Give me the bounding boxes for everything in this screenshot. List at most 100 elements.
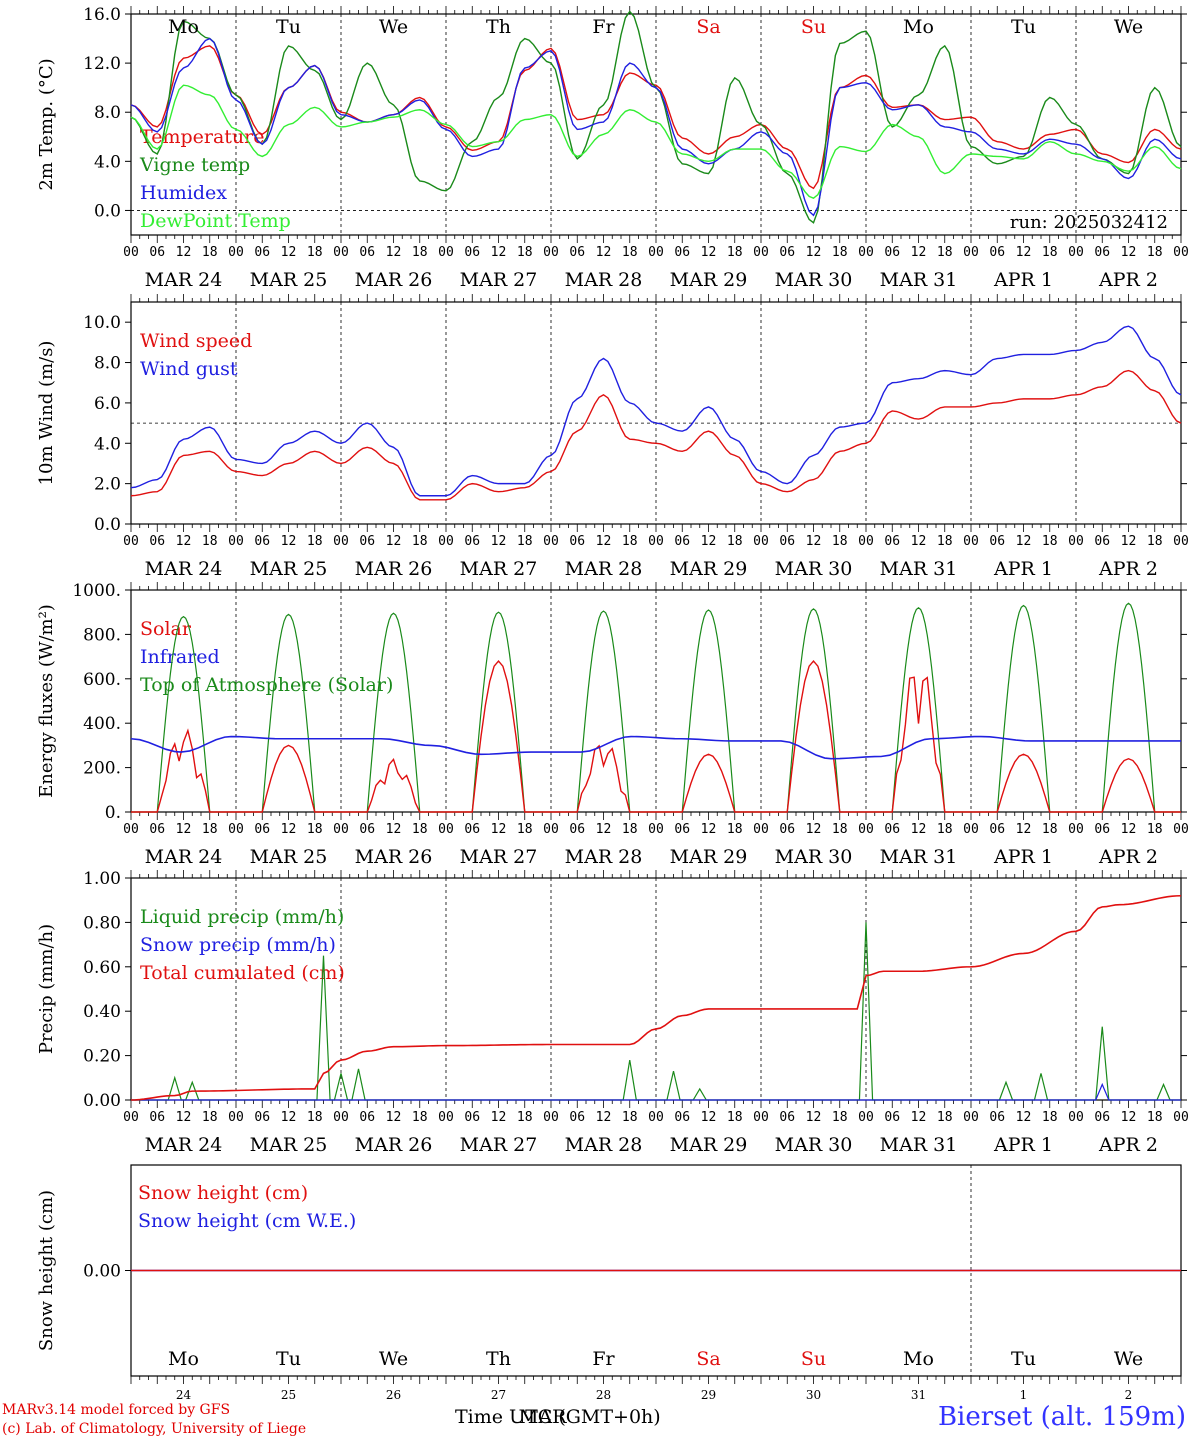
hour-tick-label: 18 (517, 245, 533, 260)
hour-tick-label: 00 (1173, 534, 1189, 549)
weekday-label: Mo (168, 1348, 199, 1370)
hour-tick-label: 18 (937, 822, 953, 837)
hour-tick-label: 06 (1094, 822, 1110, 837)
day-label: MAR 29 (670, 1134, 748, 1156)
hour-tick-label: 12 (701, 822, 717, 837)
hour-tick-label: 18 (1147, 1110, 1163, 1125)
day-label: MAR 26 (355, 1134, 433, 1156)
hour-tick-label: 06 (884, 534, 900, 549)
hour-tick-label: 00 (228, 534, 244, 549)
hour-tick-label: 18 (622, 822, 638, 837)
day-label: MAR 26 (355, 846, 433, 868)
hour-tick-label: 00 (753, 822, 769, 837)
series-line (130, 37, 1182, 217)
hour-tick-label: 00 (123, 1110, 139, 1125)
day-number-label: 26 (386, 1388, 401, 1402)
hour-tick-label: 12 (176, 534, 192, 549)
hour-tick-label: 06 (779, 245, 795, 260)
legend-entry: Infrared (140, 646, 220, 668)
y-tick-label: 10.0 (83, 313, 121, 333)
hour-tick-label: 12 (911, 1110, 927, 1125)
lab-credit: (c) Lab. of Climatology, University of L… (2, 1421, 307, 1437)
y-tick-label: 12.0 (83, 54, 121, 74)
weekday-label: Sa (696, 1348, 720, 1370)
hour-tick-label: 00 (228, 822, 244, 837)
series-line (130, 84, 1182, 199)
legend-entry: DewPoint Temp (140, 210, 291, 232)
day-label: MAR 25 (250, 269, 328, 291)
hour-tick-label: 00 (1173, 822, 1189, 837)
hour-tick-label: 18 (202, 1110, 218, 1125)
day-label: MAR 26 (355, 558, 433, 580)
hour-tick-label: 06 (674, 245, 690, 260)
hour-tick-label: 12 (176, 822, 192, 837)
hour-tick-label: 18 (832, 822, 848, 837)
y-tick-label: 1.00 (83, 869, 121, 889)
y-axis-label: 10m Wind (m/s) (36, 341, 57, 486)
hour-tick-label: 00 (333, 1110, 349, 1125)
weekday-label: Mo (168, 16, 199, 38)
legend-entry: Vigne temp (139, 154, 250, 176)
day-label: APR 1 (993, 1134, 1053, 1156)
hour-tick-label: 12 (491, 822, 507, 837)
hour-tick-label: 00 (858, 534, 874, 549)
hour-tick-label: 12 (176, 1110, 192, 1125)
hour-tick-label: 00 (858, 822, 874, 837)
infrared-line (130, 735, 1181, 760)
hour-tick-label: 12 (491, 1110, 507, 1125)
day-number-label: 1 (1020, 1388, 1028, 1402)
run-annotation: run: 2025032412 (1010, 212, 1168, 233)
weekday-label: Su (801, 1348, 826, 1370)
hour-tick-label: 12 (1016, 534, 1032, 549)
hour-tick-label: 18 (412, 534, 428, 549)
time-label-text: Time UTC (GMT+0h) (455, 1406, 661, 1428)
day-label: MAR 28 (565, 558, 643, 580)
day-number-label: 25 (281, 1388, 296, 1402)
day-label: MAR 30 (775, 558, 853, 580)
hour-tick-label: 18 (832, 534, 848, 549)
hour-tick-label: 06 (254, 534, 270, 549)
hour-tick-label: 06 (674, 1110, 690, 1125)
hour-tick-label: 06 (779, 822, 795, 837)
hour-tick-label: 00 (858, 1110, 874, 1125)
hour-tick-label: 12 (1121, 245, 1137, 260)
day-number-label: 31 (911, 1388, 926, 1402)
hour-tick-label: 12 (386, 822, 402, 837)
hour-tick-label: 18 (1042, 534, 1058, 549)
series-line (130, 325, 1182, 497)
y-axis-label: Energy fluxes (W/m²) (36, 604, 57, 798)
hour-tick-label: 12 (386, 245, 402, 260)
day-label: MAR 30 (775, 1134, 853, 1156)
day-label: MAR 24 (145, 846, 223, 868)
hour-tick-label: 00 (543, 1110, 559, 1125)
hour-tick-label: 12 (911, 534, 927, 549)
hour-tick-label: 18 (307, 822, 323, 837)
hour-tick-label: 12 (491, 534, 507, 549)
hour-tick-label: 12 (1121, 534, 1137, 549)
legend-entry: Temperature (140, 126, 264, 148)
hour-tick-label: 06 (359, 245, 375, 260)
total-cumulated-line (130, 894, 1182, 1101)
day-label: MAR 31 (880, 1134, 958, 1156)
legend-entry: Snow height (cm W.E.) (138, 1210, 356, 1232)
hour-tick-label: 18 (517, 822, 533, 837)
weekday-label: Tu (276, 1348, 301, 1370)
day-label: MAR 30 (775, 846, 853, 868)
day-label: MAR 27 (460, 1134, 538, 1156)
hour-tick-label: 18 (937, 1110, 953, 1125)
day-label: MAR 24 (145, 1134, 223, 1156)
hour-tick-label: 00 (963, 245, 979, 260)
y-axis-label: Precip (mm/h) (36, 924, 57, 1054)
hour-tick-label: 18 (622, 534, 638, 549)
hour-tick-label: 00 (753, 1110, 769, 1125)
day-label: APR 2 (1098, 269, 1158, 291)
hour-tick-label: 00 (753, 245, 769, 260)
day-label: MAR 27 (460, 846, 538, 868)
hour-tick-label: 06 (464, 822, 480, 837)
day-label: MAR 29 (670, 558, 748, 580)
legend-entry: Snow precip (mm/h) (140, 934, 336, 956)
day-label: MAR 28 (565, 1134, 643, 1156)
hour-tick-label: 18 (307, 245, 323, 260)
hour-tick-label: 00 (1173, 1110, 1189, 1125)
